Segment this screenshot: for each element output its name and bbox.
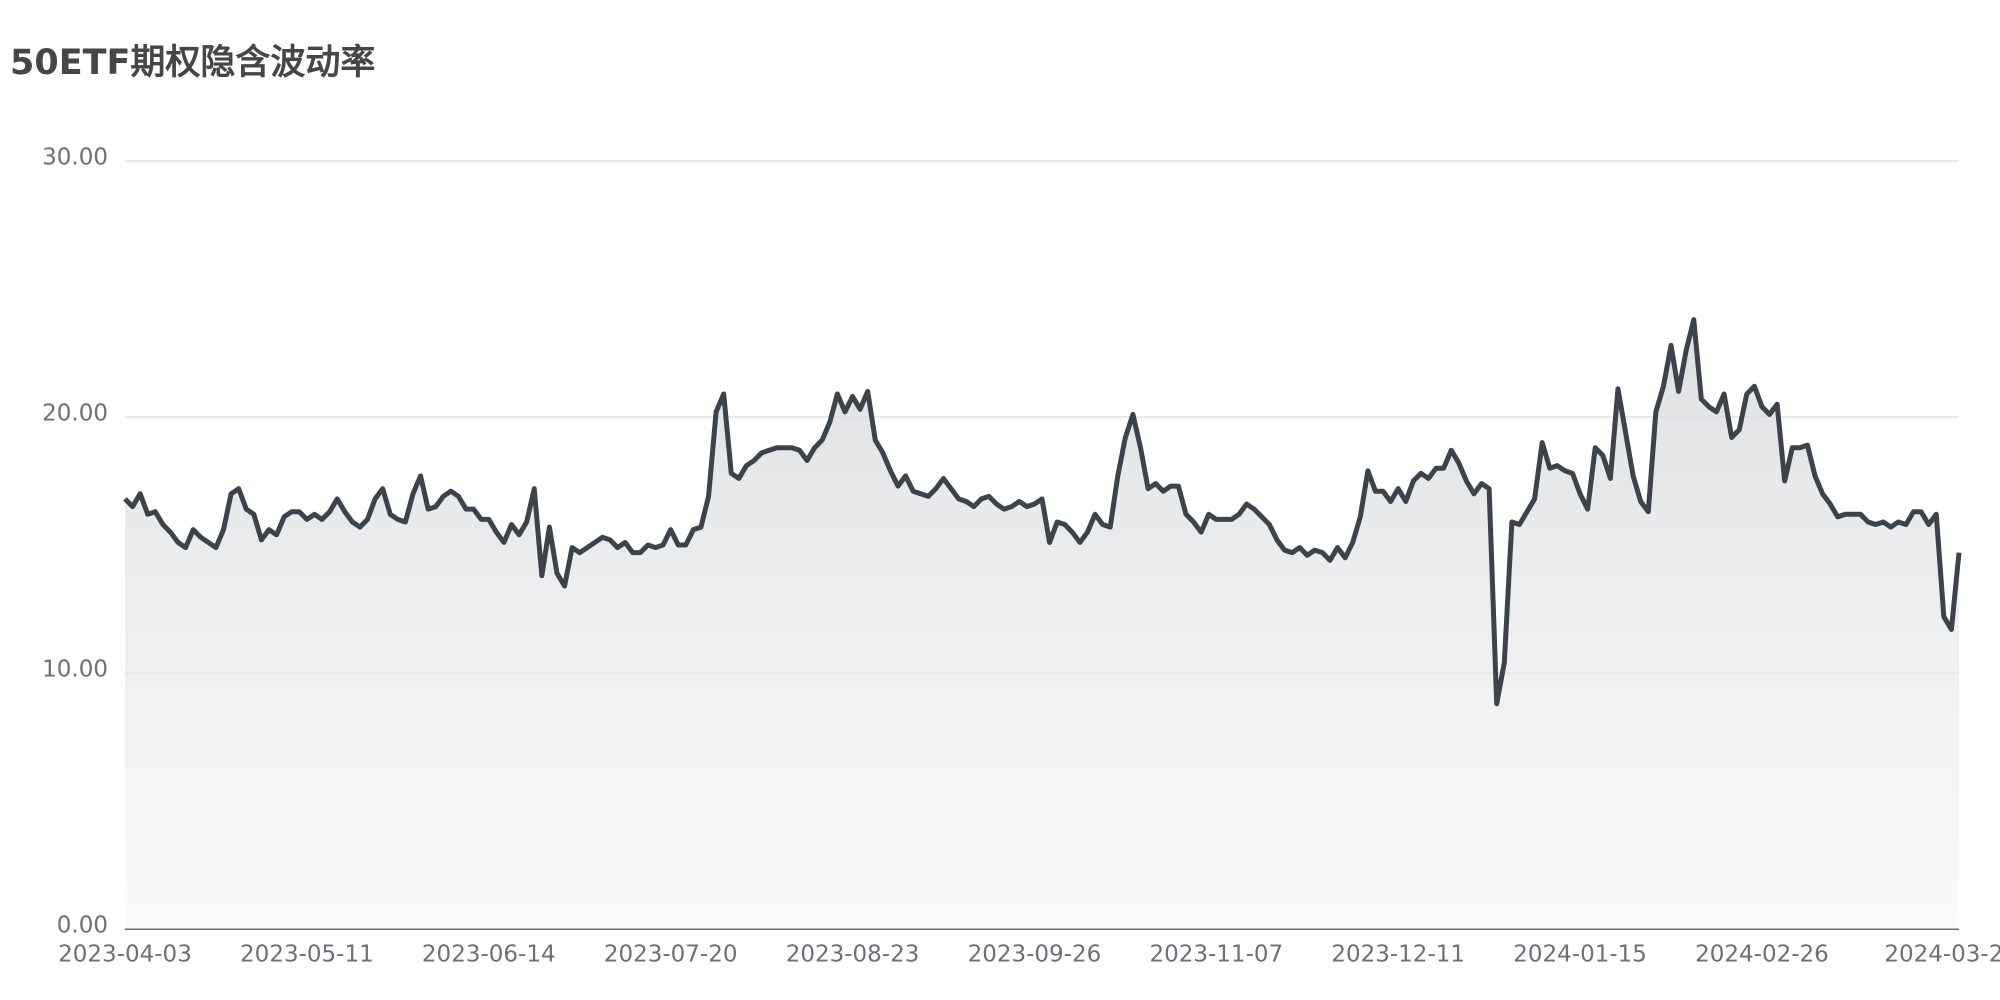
x-tick-label: 2023-09-26 [968,942,1102,968]
x-tick-label: 2023-11-07 [1149,942,1283,968]
y-tick-label: 10.00 [42,657,108,683]
x-tick-label: 2024-01-15 [1513,942,1647,968]
x-tick-label: 2024-02-26 [1695,942,1829,968]
x-tick-label: 2024-03-2 [1884,942,2000,968]
x-tick-label: 2023-12-11 [1331,942,1465,968]
x-tick-label: 2023-07-20 [604,942,738,968]
chart-title: 50ETF期权隐含波动率 [10,43,375,83]
y-tick-label: 0.00 [57,913,108,939]
x-tick-label: 2023-05-11 [240,942,374,968]
x-tick-label: 2023-06-14 [422,942,556,968]
x-tick-label: 2023-04-03 [58,942,192,968]
area-fill [125,319,1959,930]
line [123,317,1962,707]
y-tick-label: 30.00 [42,145,108,171]
y-tick-label: 20.00 [42,401,108,427]
x-tick-label: 2023-08-23 [786,942,920,968]
